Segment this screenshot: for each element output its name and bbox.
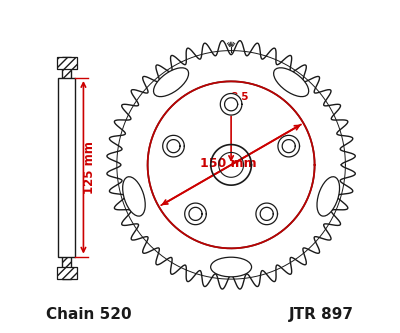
Polygon shape [260, 207, 273, 220]
Bar [57, 57, 77, 69]
Polygon shape [256, 203, 278, 225]
Ellipse shape [274, 68, 309, 97]
Ellipse shape [317, 177, 340, 216]
Bar [62, 57, 71, 279]
Polygon shape [185, 203, 206, 225]
Ellipse shape [123, 177, 145, 216]
Polygon shape [282, 140, 295, 153]
Text: JTR 897: JTR 897 [289, 307, 354, 322]
Bar [57, 267, 77, 279]
Bar [58, 78, 75, 256]
Text: 125 mm: 125 mm [83, 141, 96, 194]
Ellipse shape [154, 68, 188, 97]
Polygon shape [220, 94, 242, 115]
Text: 8.5: 8.5 [230, 92, 248, 102]
Ellipse shape [211, 257, 252, 277]
Text: 150 mm: 150 mm [200, 157, 256, 170]
Polygon shape [189, 207, 202, 220]
Polygon shape [167, 140, 180, 153]
Bar [57, 57, 77, 69]
Polygon shape [163, 135, 184, 157]
Text: Chain 520: Chain 520 [46, 307, 132, 322]
Bar [62, 57, 71, 279]
Polygon shape [278, 135, 300, 157]
Polygon shape [224, 98, 238, 111]
Bar [57, 267, 77, 279]
